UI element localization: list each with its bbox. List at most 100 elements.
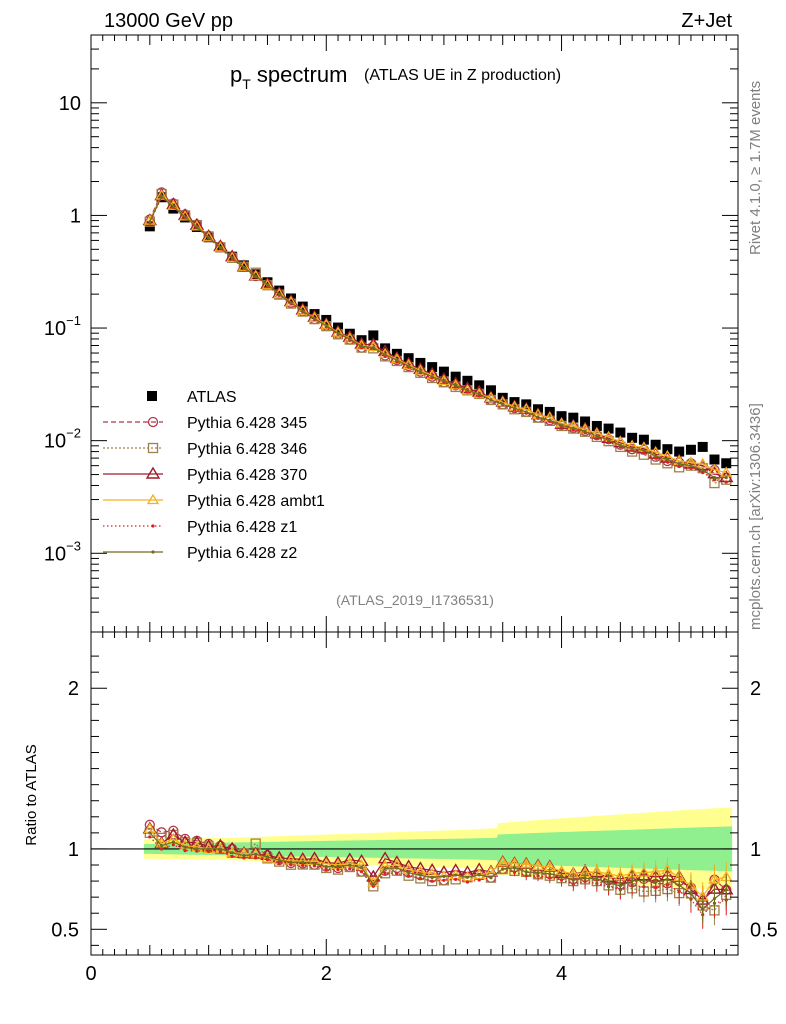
title-main: pT spectrum	[230, 62, 347, 92]
ratio-plot: 0.5 0.5 1 1 2 2 0 2 4	[51, 631, 778, 985]
ratio-point-z2	[665, 877, 670, 882]
ratio-point-z2	[571, 878, 575, 882]
ratio-point-z2	[689, 891, 693, 896]
point-atlas	[627, 432, 638, 443]
ratio-point-z1	[218, 850, 222, 854]
ratio-point-z2	[171, 840, 175, 844]
ratio-point-p370	[401, 859, 416, 872]
ratio-point-z1	[289, 863, 293, 867]
point-z2	[677, 462, 681, 466]
ratio-point-z2	[148, 831, 152, 835]
legend-marker-p346	[147, 442, 159, 454]
ratio-point-z1	[336, 868, 340, 872]
ratio-point-z2	[371, 882, 375, 887]
ratio-point-z2	[477, 873, 481, 877]
point-z2	[195, 225, 199, 229]
point-atlas	[368, 330, 379, 341]
ratio-frame	[90, 631, 739, 956]
point-z2	[607, 438, 611, 442]
ratio-point-p370	[366, 869, 381, 882]
point-z1	[642, 451, 646, 455]
point-atlas	[721, 458, 732, 469]
ratio-point-z2	[359, 865, 364, 870]
y-tick-label: 10−2	[44, 426, 81, 453]
ratio-point-z2	[277, 858, 281, 862]
y-tick-label: 10−1	[44, 313, 81, 340]
point-z2	[536, 415, 540, 419]
point-z1	[701, 471, 705, 475]
point-z2	[618, 443, 622, 447]
point-z2	[289, 301, 293, 305]
point-atlas	[238, 260, 249, 271]
point-atlas	[580, 416, 591, 427]
ratio-point-p370	[413, 861, 428, 874]
ratio-point-z2	[418, 873, 422, 877]
ratio-y-tick-label-left: 0.5	[51, 919, 79, 941]
ratio-point-z2	[265, 855, 270, 859]
ratio-point-z1	[477, 878, 481, 882]
ratio-point-z2	[442, 874, 446, 878]
ratio-point-z2	[559, 874, 564, 878]
ratio-point-z2	[501, 867, 505, 871]
ratio-point-z2	[407, 871, 411, 875]
mcplots-label: mcplots.cern.ch [arXiv:1306.3436]	[747, 403, 764, 630]
ratio-point-z2	[254, 852, 258, 856]
point-ambt1	[367, 340, 380, 352]
point-z2	[207, 235, 211, 239]
legend-label-p346: Pythia 6.428 346	[187, 441, 307, 458]
title-small: (ATLAS UE in Z production)	[364, 67, 561, 84]
y-tick-label: 10	[59, 93, 81, 115]
point-z2	[701, 468, 705, 472]
x-tick-label: 0	[85, 963, 96, 985]
series-line-z2	[149, 195, 727, 479]
ratio-line-ambt1	[149, 828, 727, 898]
point-z2	[254, 274, 258, 278]
legend-marker-p370	[145, 466, 161, 479]
legend-label-z1: Pythia 6.428 z1	[187, 519, 297, 536]
ratio-point-z2	[230, 851, 234, 855]
ratio-y-tick-label-left: 2	[68, 678, 79, 700]
legend-marker-ambt1	[146, 493, 160, 505]
legend-marker-p345	[147, 416, 159, 428]
process-label: Z+Jet	[681, 10, 732, 32]
rivet-version-label: Rivet 4.1.0, ≥ 1.7M events	[747, 81, 764, 255]
ratio-point-z2	[312, 861, 317, 866]
point-z2	[301, 309, 305, 313]
point-z2	[595, 434, 599, 438]
point-z2	[324, 324, 328, 328]
ratio-point-z2	[383, 866, 387, 871]
point-atlas	[462, 375, 473, 386]
ratio-point-z1	[183, 849, 187, 853]
point-ambt1	[261, 278, 274, 290]
x-tick-label: 4	[556, 963, 567, 985]
ratio-point-z2	[512, 866, 517, 870]
ratio-point-ambt1	[496, 856, 509, 867]
ratio-point-z2	[207, 847, 211, 851]
ratio-point-ambt1	[473, 868, 486, 880]
point-atlas	[250, 269, 261, 280]
ratio-point-z2	[430, 875, 434, 880]
ratio-y-axis-label: Ratio to ATLAS	[23, 744, 40, 845]
point-atlas	[438, 366, 449, 377]
point-z1	[689, 466, 693, 470]
ratio-point-z1	[418, 876, 422, 881]
ratio-point-z1	[301, 863, 305, 868]
y-tick-label: 10−3	[44, 538, 81, 565]
legend-label-p345: Pythia 6.428 345	[187, 415, 307, 432]
point-z2	[242, 265, 246, 270]
point-ambt1	[155, 189, 168, 200]
point-z2	[312, 317, 317, 321]
ratio-line-z1	[149, 836, 727, 916]
legend-label-p370: Pythia 6.428 370	[187, 467, 307, 484]
point-z1	[677, 464, 681, 469]
ratio-point-z1	[430, 879, 434, 883]
point-atlas	[674, 446, 685, 457]
ratio-point-z1	[159, 847, 164, 851]
point-atlas	[662, 444, 673, 455]
point-ambt1	[226, 251, 239, 263]
ratio-point-z1	[265, 858, 270, 862]
point-ambt1	[696, 457, 709, 469]
point-z2	[183, 215, 187, 219]
ratio-line-z2	[149, 832, 727, 911]
ratio-point-z2	[548, 872, 552, 876]
